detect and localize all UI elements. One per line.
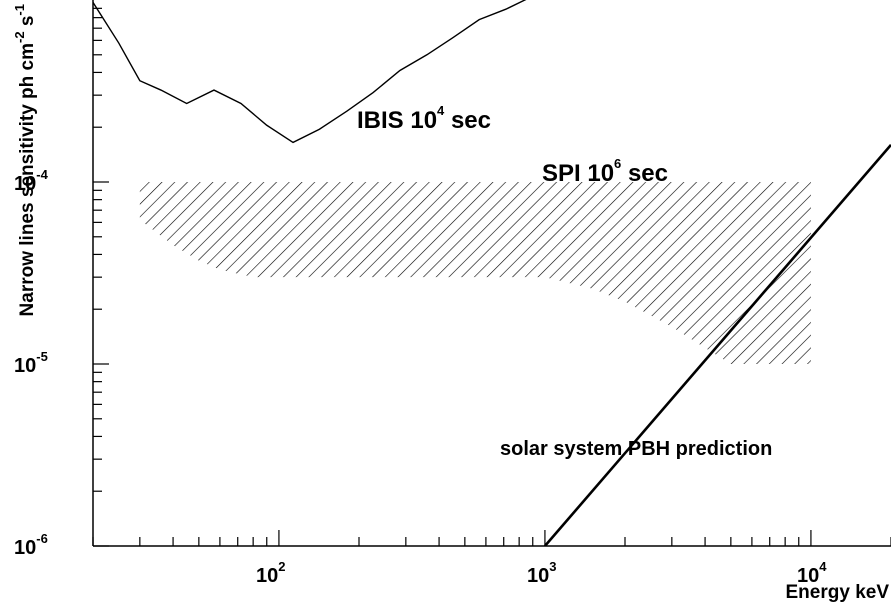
y-tick-label-1e-4: 10-4 — [14, 167, 49, 195]
y-tick-label-1e-6: 10-6 — [14, 531, 48, 559]
x-tick-label-10000: 104 — [797, 559, 827, 587]
pbh-prediction-line — [543, 144, 891, 546]
series-layer — [93, 0, 891, 546]
spi-label: SPI 106 sec — [542, 156, 668, 187]
x-tick-label-100: 102 — [256, 559, 285, 587]
y-tick-label-1e-5: 10-5 — [14, 349, 48, 377]
ibis-label: IBIS 104 sec — [357, 103, 491, 134]
x-tick-label-1000: 103 — [527, 559, 556, 587]
ibis-sensitivity-line — [93, 0, 527, 144]
pbh-label: solar system PBH prediction — [500, 438, 772, 460]
axis-ticks — [92, 7, 891, 547]
x-axis-title: Energy keV — [786, 582, 890, 603]
y-axis-title: Narrow lines sensitivity ph cm-2 s-1 — [12, 4, 38, 316]
spi-sensitivity-band — [139, 182, 811, 364]
